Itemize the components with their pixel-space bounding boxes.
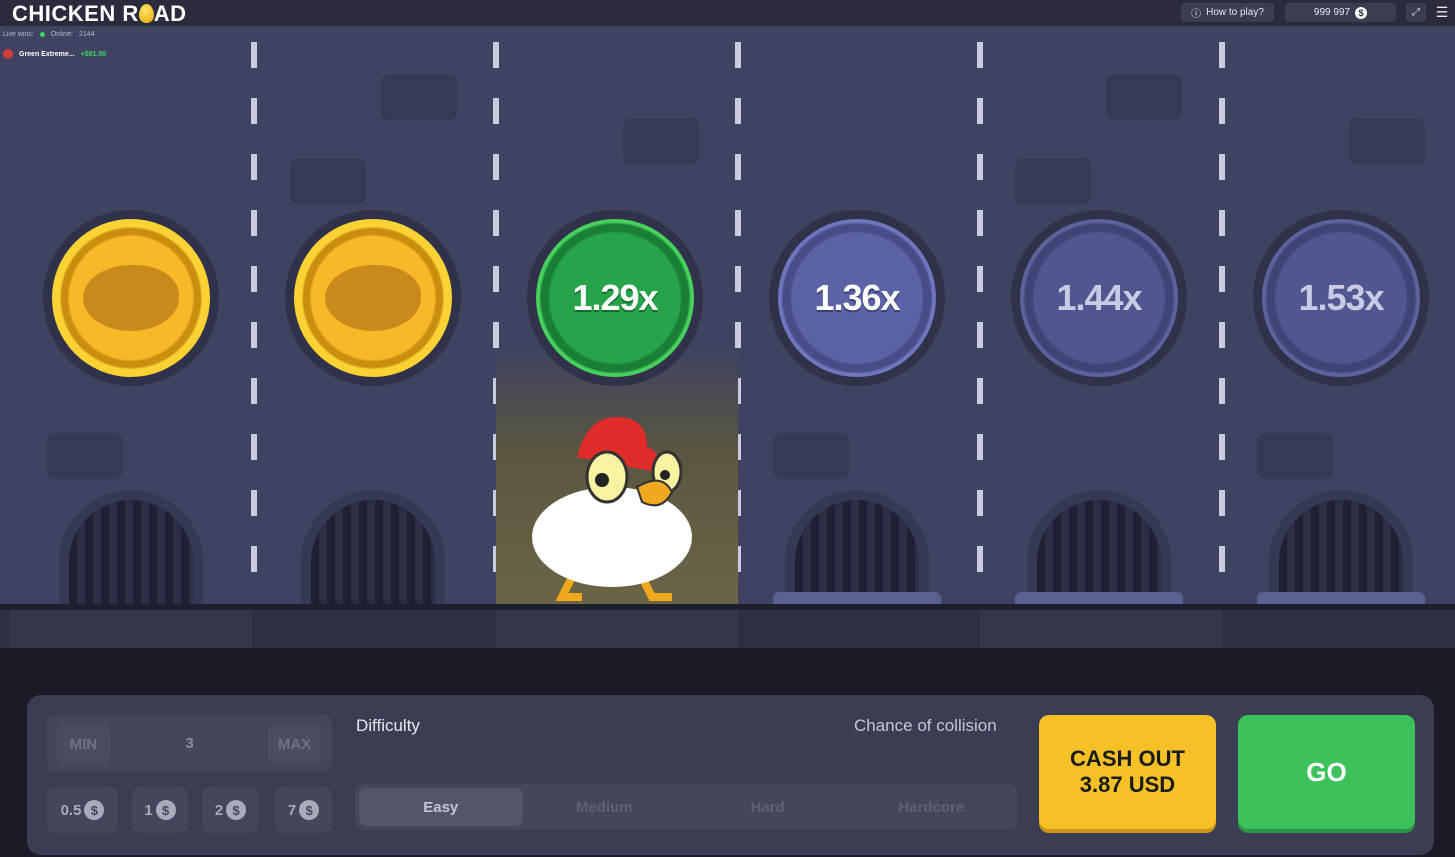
info-icon: ⓘ (1191, 9, 1202, 20)
difficulty-label: Difficulty (356, 716, 420, 735)
top-bar: CHICKEN R AD ⓘ How to play? 999 997 $ ⤢ ☰ (0, 0, 1455, 26)
live-win-item: Green Extreme... +$81.50 (3, 49, 106, 59)
bet-chip[interactable]: 1 $ (132, 787, 188, 833)
chicken-character (532, 417, 692, 601)
lane-divider (251, 42, 257, 602)
bet-chip[interactable]: 2 $ (202, 787, 259, 833)
road-patch (1257, 433, 1333, 479)
logo: CHICKEN R AD (12, 1, 187, 26)
curb (1015, 592, 1183, 604)
lane-5-coin: 1.53x (1253, 210, 1429, 386)
sewer-grate (301, 490, 445, 604)
curb (773, 592, 941, 604)
bet-chip[interactable]: 0.5 $ (47, 787, 118, 833)
lane-1-coin (285, 210, 461, 386)
bet-chip[interactable]: 7 $ (275, 787, 332, 833)
road-patch (623, 118, 699, 164)
hamburger-icon: ☰ (1435, 4, 1449, 20)
curb (1257, 592, 1425, 604)
sewer-grate (59, 490, 203, 604)
roasted-chicken-icon (83, 265, 179, 331)
dollar-coin-icon: $ (1355, 6, 1368, 19)
lane-divider (1219, 42, 1225, 602)
dollar-coin-icon: $ (299, 800, 320, 820)
menu-button[interactable]: ☰ (1433, 3, 1451, 22)
sewer-grate (785, 490, 929, 604)
road-patch (773, 433, 849, 479)
collision-chance-label: Chance of collision (854, 716, 997, 735)
lane-0-coin (43, 210, 219, 386)
tab-easy[interactable]: Easy (359, 788, 523, 826)
sidewalk (0, 604, 1455, 648)
road-patch (290, 158, 366, 204)
cash-out-button[interactable]: CASH OUT 3.87 USD (1039, 715, 1216, 829)
avatar (3, 49, 13, 59)
max-bet-button[interactable]: MAX (268, 726, 321, 762)
go-button[interactable]: GO (1238, 715, 1415, 829)
sewer-grate (1027, 490, 1171, 604)
live-wins-header: Live wins: Online: 2144 (3, 31, 95, 38)
lane-2-coin: 1.29x (527, 210, 703, 386)
multiplier-label: 1.53x (1298, 277, 1384, 318)
multiplier-label: 1.29x (572, 277, 658, 318)
min-bet-button[interactable]: MIN (57, 726, 110, 762)
tab-hard[interactable]: Hard (750, 798, 785, 816)
fullscreen-button[interactable]: ⤢ (1406, 3, 1426, 22)
dollar-coin-icon: $ (226, 800, 247, 820)
fullscreen-icon: ⤢ (1412, 7, 1420, 18)
online-dot-icon (39, 32, 45, 37)
lane-divider (977, 42, 983, 602)
lane-4-coin: 1.44x (1011, 210, 1187, 386)
balance-display: 999 997 $ (1285, 3, 1396, 22)
tab-hardcore[interactable]: Hardcore (898, 798, 965, 816)
how-to-play-button[interactable]: ⓘ How to play? (1181, 3, 1274, 22)
road-patch (381, 74, 457, 120)
lane-divider (735, 42, 741, 602)
dollar-coin-icon: $ (84, 800, 105, 820)
road-patch (1349, 118, 1425, 164)
sewer-grate (1269, 490, 1413, 604)
multiplier-label: 1.36x (814, 277, 900, 318)
difficulty-selector: Easy Medium Hard Hardcore (355, 784, 1017, 830)
road-patch (1106, 74, 1182, 120)
egg-icon (138, 4, 154, 23)
road-patch (47, 433, 123, 479)
tab-medium[interactable]: Medium (575, 798, 633, 816)
lane-divider (493, 42, 499, 602)
road-patch (1015, 158, 1091, 204)
multiplier-label: 1.44x (1056, 277, 1142, 318)
lane-3-coin[interactable]: 1.36x (769, 210, 945, 386)
roasted-chicken-icon (325, 265, 421, 331)
dollar-coin-icon: $ (155, 800, 176, 820)
